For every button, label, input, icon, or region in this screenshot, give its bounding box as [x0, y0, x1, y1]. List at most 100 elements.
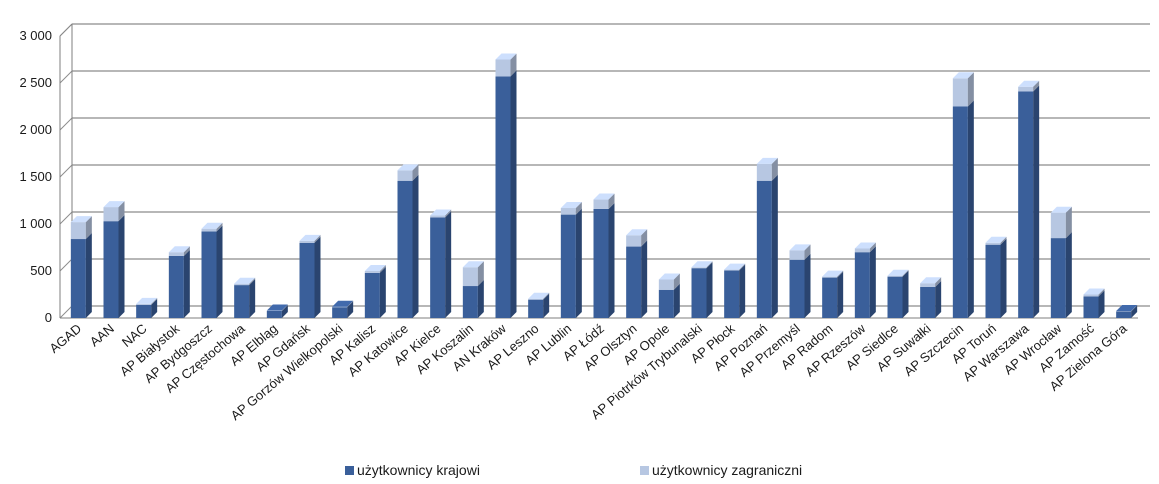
bar-segment-domestic-side — [935, 280, 942, 318]
bar-segment-foreign — [234, 283, 250, 286]
bar-segment-foreign — [1018, 86, 1034, 92]
bar-segment-domestic-side — [771, 174, 778, 318]
bar-top — [1116, 304, 1138, 311]
bar-top — [1083, 288, 1105, 295]
bar-top — [1018, 80, 1040, 87]
bar-segment-foreign-side — [1098, 288, 1105, 297]
bar-segment-domestic — [332, 307, 348, 318]
gridline-side — [59, 258, 73, 272]
bar-segment-domestic — [364, 272, 380, 318]
bar-segment-domestic — [952, 106, 968, 318]
bar-segment-foreign-side — [967, 72, 974, 107]
legend: użytkownicy krajowi użytkownicy zagranic… — [0, 462, 1159, 482]
legend-item-foreign: użytkownicy zagraniczni — [640, 462, 802, 478]
bar-top — [266, 304, 288, 311]
bar-segment-foreign — [1050, 212, 1066, 239]
bar-segment-foreign-side — [314, 234, 321, 243]
bar-segment-foreign-side — [641, 229, 648, 247]
bar-segment-domestic — [854, 252, 870, 318]
legend-swatch-domestic — [345, 465, 354, 475]
bar-segment-domestic — [397, 180, 413, 318]
bar-top — [168, 246, 190, 253]
bar-segment-foreign-side — [869, 242, 876, 253]
bar-segment-foreign — [593, 199, 609, 209]
bar-segment-foreign-side — [608, 193, 615, 209]
bar-segment-foreign-side — [510, 53, 517, 77]
bar-segment-domestic — [430, 217, 446, 318]
bar-segment-domestic-side — [1131, 305, 1138, 318]
bar-segment-domestic-side — [249, 279, 256, 318]
bar-segment-foreign-side — [379, 265, 386, 273]
bar-top — [691, 261, 713, 268]
bar-top — [430, 209, 452, 216]
bar-segment-domestic — [103, 221, 119, 318]
bar-segment-domestic — [495, 76, 511, 318]
bar-top — [462, 261, 484, 268]
bar-segment-foreign — [560, 208, 576, 215]
bar-segment-domestic — [756, 180, 772, 318]
y-tick-label: 2 000 — [19, 122, 52, 137]
bar-segment-domestic-side — [183, 249, 190, 318]
bar-segment-domestic — [136, 304, 152, 318]
bar-top — [103, 201, 125, 208]
bar-segment-foreign — [299, 240, 315, 243]
bar-segment-domestic — [691, 268, 707, 318]
y-tick-label: 2 500 — [19, 75, 52, 90]
bar-segment-domestic-side — [1000, 238, 1007, 318]
gridline-side — [59, 117, 73, 131]
bar-top — [397, 164, 419, 171]
bar-segment-foreign-side — [249, 277, 256, 286]
bar-segment-domestic-side — [314, 236, 321, 318]
bar-segment-domestic — [299, 242, 315, 318]
bar-top — [70, 216, 92, 223]
bar-top — [593, 193, 615, 200]
bar-segment-foreign-side — [445, 209, 452, 218]
bar-segment-foreign — [789, 250, 805, 260]
y-tick-label: 500 — [30, 263, 52, 278]
bar-segment-foreign — [724, 269, 740, 271]
x-tick-label: AAN — [87, 321, 117, 350]
bar-segment-domestic-side — [706, 262, 713, 318]
bar-segment-domestic — [1018, 91, 1034, 319]
bar-segment-domestic-side — [347, 301, 354, 318]
gridline-side — [59, 211, 73, 225]
gridline-side — [59, 70, 73, 84]
bar-top — [789, 244, 811, 251]
bar-segment-foreign-side — [739, 263, 746, 271]
bar-top — [822, 270, 844, 277]
bar-segment-foreign — [70, 222, 86, 240]
bar-segment-domestic-side — [445, 211, 452, 318]
y-tick-label: 1 000 — [19, 216, 52, 231]
bar-segment-domestic-side — [575, 208, 582, 318]
bar-top — [495, 53, 517, 60]
legend-item-domestic: użytkownicy krajowi — [345, 462, 480, 478]
bar-top — [1050, 206, 1072, 213]
bar-top — [136, 297, 158, 304]
bar-segment-foreign-side — [85, 216, 92, 240]
bar-segment-foreign — [626, 235, 642, 247]
bar-segment-domestic-side — [412, 174, 419, 318]
bar-segment-domestic — [266, 310, 282, 318]
bar-segment-domestic — [1050, 238, 1066, 318]
bar-segment-domestic — [1083, 296, 1099, 318]
bar-segment-foreign-side — [1065, 206, 1072, 239]
bar-segment-foreign — [985, 242, 1001, 245]
bar-top — [528, 292, 550, 299]
bar-segment-domestic — [234, 285, 250, 318]
bar-top — [201, 222, 223, 229]
bar-segment-foreign — [854, 248, 870, 253]
bar-segment-foreign — [756, 163, 772, 181]
bar-segment-foreign-side — [216, 222, 223, 232]
bar-segment-foreign — [201, 228, 217, 232]
bar-top — [626, 229, 648, 236]
bar-segment-foreign-side — [673, 273, 680, 290]
bar-segment-domestic-side — [543, 293, 550, 318]
bar-segment-domestic — [658, 289, 674, 318]
bar-segment-foreign-side — [706, 261, 713, 269]
bar-segment-domestic-side — [902, 270, 909, 318]
bar-segment-domestic — [626, 246, 642, 318]
legend-label-domestic: użytkownicy krajowi — [357, 462, 480, 478]
bar-segment-foreign — [1083, 294, 1099, 297]
